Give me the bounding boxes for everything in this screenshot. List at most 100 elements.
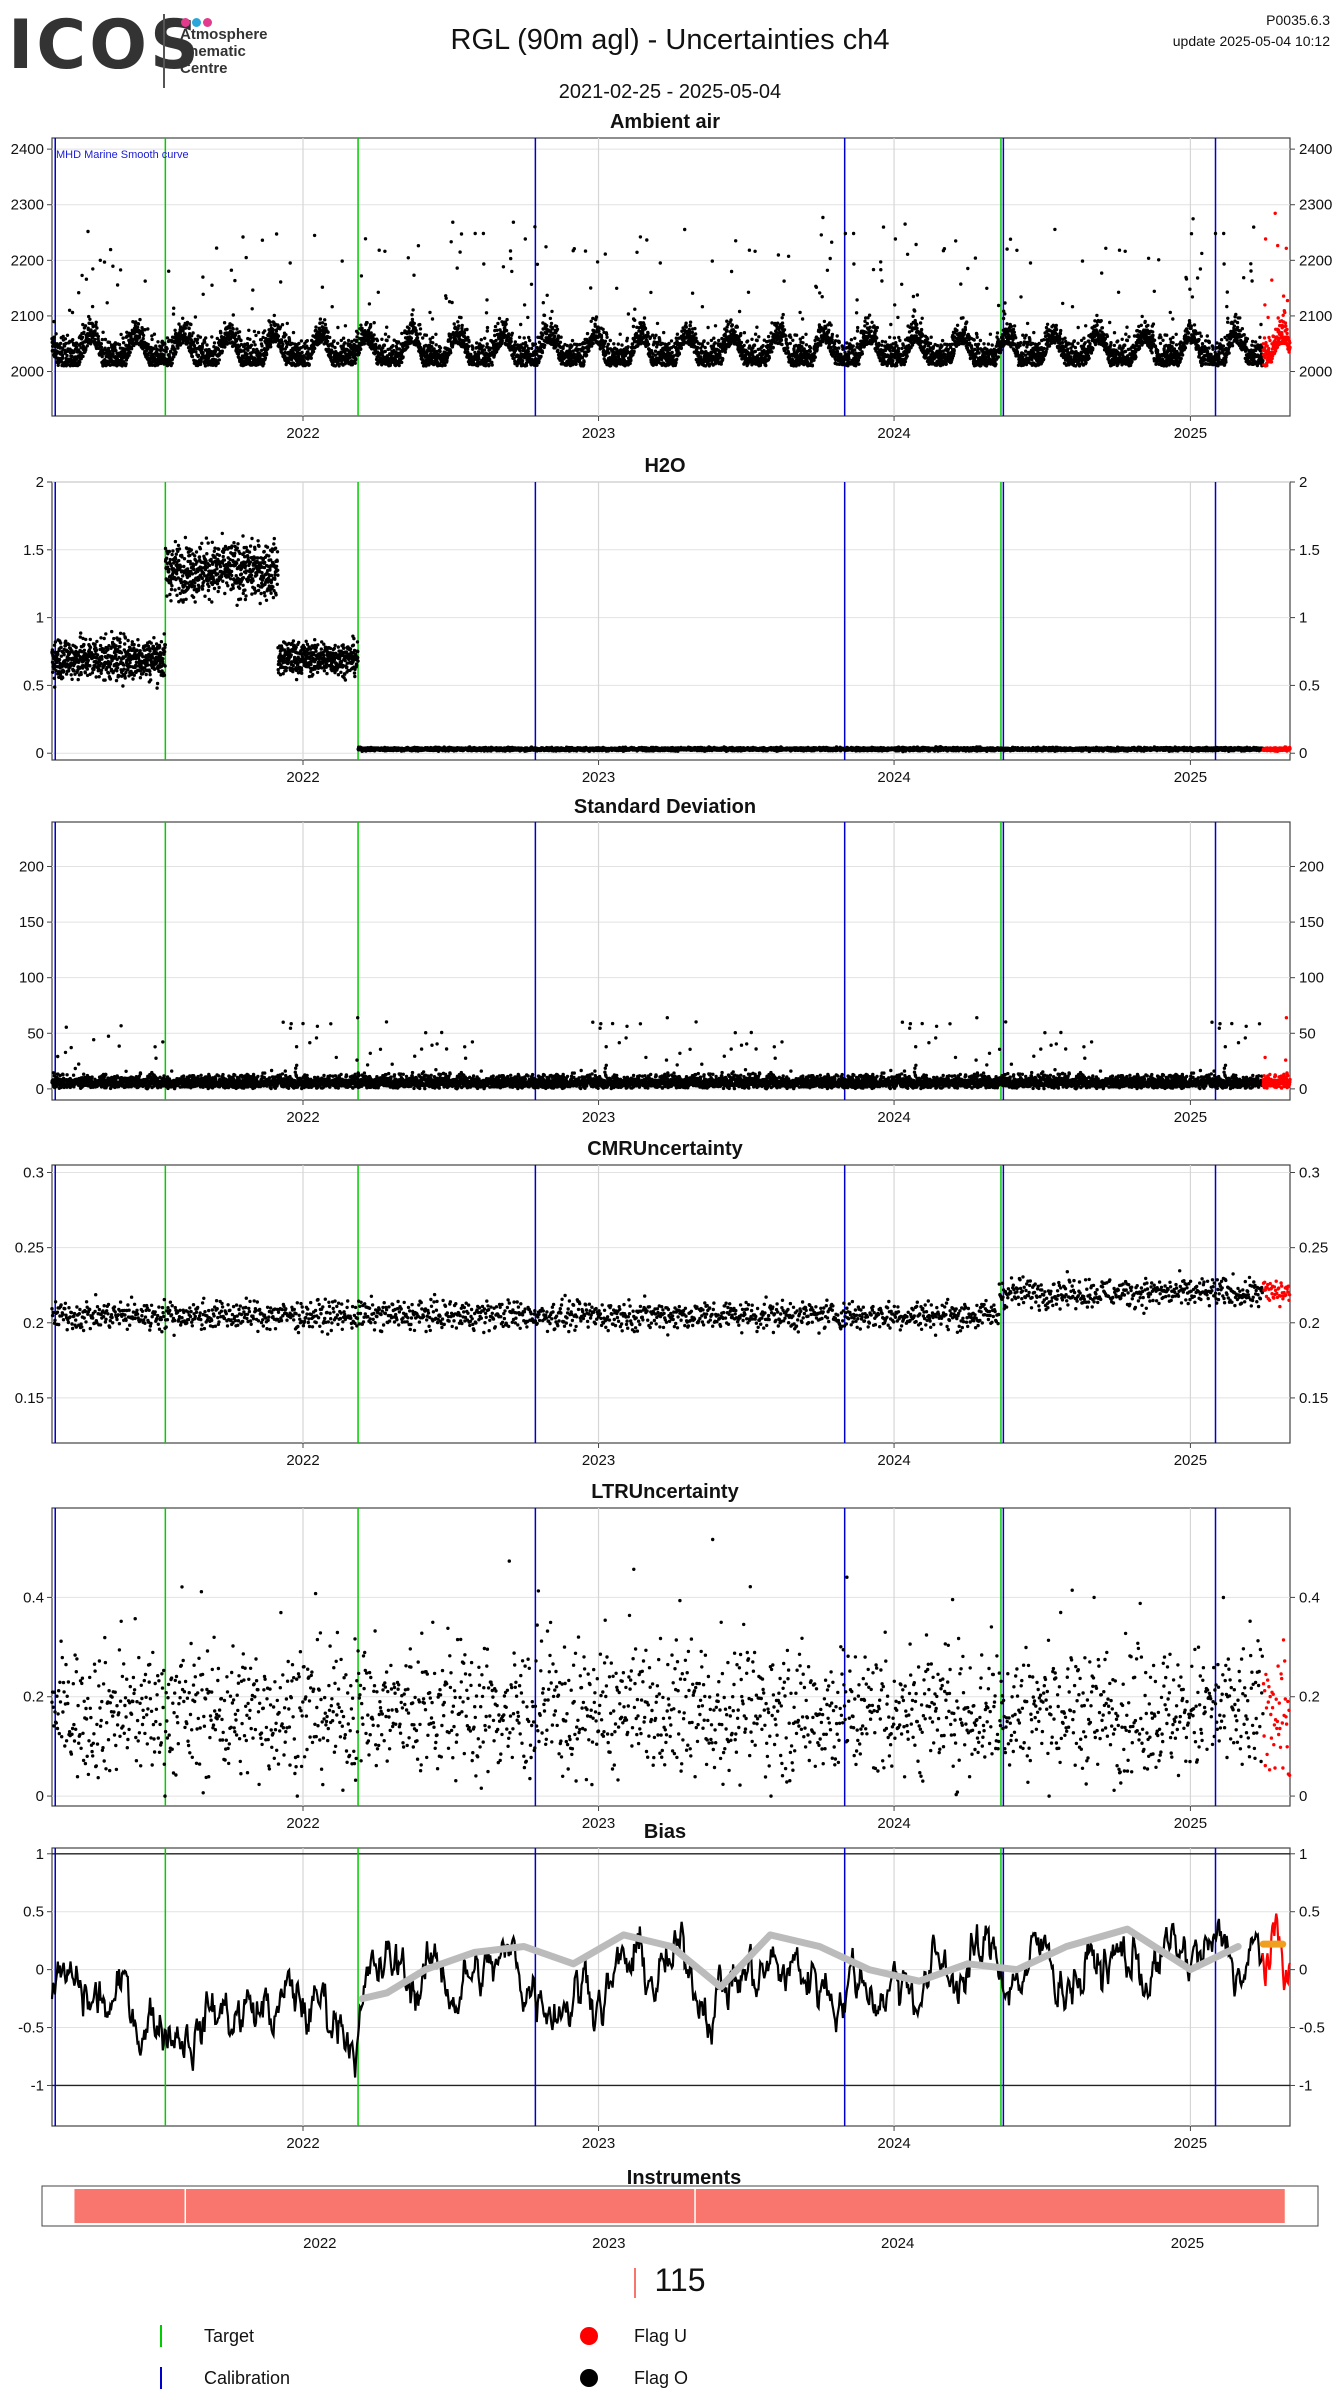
data-point xyxy=(86,327,91,332)
data-point xyxy=(61,356,65,360)
data-point xyxy=(449,240,453,244)
data-point xyxy=(888,349,892,353)
data-point xyxy=(607,351,611,355)
data-point xyxy=(247,328,251,332)
data-point xyxy=(249,343,254,347)
data-point xyxy=(125,334,130,338)
data-point xyxy=(649,290,653,295)
y-tick-label-right: 2300 xyxy=(1299,197,1332,214)
data-point xyxy=(312,233,317,238)
data-point xyxy=(418,332,422,336)
data-point xyxy=(203,340,207,344)
data-point xyxy=(269,345,273,349)
data-point xyxy=(473,231,477,236)
y-tick-label-left: 2400 xyxy=(11,141,44,158)
page-title: RGL (90m agl) - Uncertainties ch4 xyxy=(0,24,1340,57)
data-point xyxy=(90,322,95,326)
data-point xyxy=(141,333,146,338)
data-point xyxy=(63,337,68,341)
data-point xyxy=(359,274,364,278)
data-point xyxy=(336,341,340,345)
data-point xyxy=(466,335,470,340)
data-point xyxy=(187,326,191,331)
data-point xyxy=(710,259,714,263)
data-point xyxy=(554,324,559,329)
data-point xyxy=(359,323,363,327)
data-point xyxy=(348,355,352,360)
data-point xyxy=(421,336,425,340)
data-point xyxy=(150,337,154,342)
data-point xyxy=(504,328,509,333)
data-point xyxy=(341,336,346,340)
data-point xyxy=(406,345,410,349)
data-point xyxy=(143,279,147,283)
data-point xyxy=(165,336,170,340)
data-point xyxy=(99,345,104,349)
data-point xyxy=(150,334,154,338)
data-point xyxy=(70,354,74,359)
data-point xyxy=(244,255,248,260)
data-point xyxy=(191,331,195,335)
data-point xyxy=(570,344,574,348)
data-point xyxy=(914,242,918,247)
data-point xyxy=(485,298,489,302)
y-tick-label-left: 2200 xyxy=(11,252,44,269)
data-point xyxy=(683,227,687,232)
data-point xyxy=(248,337,252,341)
data-point xyxy=(155,352,160,356)
data-point xyxy=(770,321,774,325)
data-point xyxy=(119,332,123,337)
data-point xyxy=(252,340,256,344)
data-point xyxy=(595,260,600,264)
data-point xyxy=(804,343,809,347)
data-point xyxy=(189,322,193,327)
data-point xyxy=(466,344,471,349)
data-point xyxy=(233,278,237,283)
data-point xyxy=(530,346,534,351)
data-point xyxy=(896,315,900,320)
data-point xyxy=(415,332,419,336)
data-point xyxy=(746,290,751,294)
data-point xyxy=(372,333,376,337)
data-point xyxy=(256,330,261,335)
data-point xyxy=(299,339,304,343)
data-point xyxy=(93,329,97,333)
data-point xyxy=(670,350,674,355)
data-point xyxy=(874,329,878,333)
version-label: P0035.6.3 xyxy=(1266,12,1330,28)
data-point xyxy=(309,356,313,360)
data-point xyxy=(487,364,491,368)
data-point xyxy=(870,320,874,324)
data-point xyxy=(712,336,716,340)
data-point xyxy=(77,291,81,295)
data-point xyxy=(411,308,415,312)
data-point xyxy=(92,333,96,337)
data-point xyxy=(791,338,795,342)
data-point xyxy=(854,364,858,368)
data-point xyxy=(117,342,122,347)
data-point xyxy=(794,333,799,337)
data-point xyxy=(143,328,147,332)
data-point xyxy=(684,321,688,325)
data-point xyxy=(892,336,897,340)
data-point xyxy=(717,338,721,343)
data-point xyxy=(535,262,540,266)
logo-sub-line-1: Atmosphere xyxy=(180,26,268,43)
data-point xyxy=(106,346,111,351)
data-point xyxy=(653,349,658,353)
data-point xyxy=(482,348,487,352)
data-point xyxy=(362,341,367,345)
data-point xyxy=(268,320,272,324)
data-point xyxy=(481,231,486,236)
data-point xyxy=(479,338,483,342)
data-point xyxy=(851,344,855,348)
data-point xyxy=(629,358,633,363)
data-point xyxy=(326,330,330,334)
data-point xyxy=(889,322,893,327)
data-point xyxy=(540,350,545,355)
data-point xyxy=(880,279,884,283)
data-point xyxy=(584,353,589,357)
data-point xyxy=(134,320,138,324)
data-point xyxy=(781,324,785,329)
